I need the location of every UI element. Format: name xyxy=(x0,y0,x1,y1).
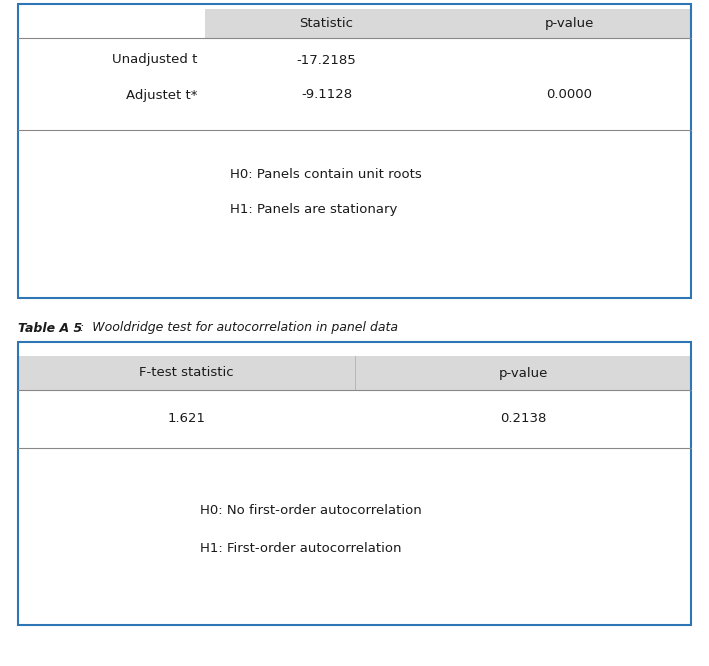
Text: Statistic: Statistic xyxy=(299,17,354,30)
Text: Table A 5: Table A 5 xyxy=(18,322,82,334)
Bar xyxy=(19,356,690,390)
Text: F-test statistic: F-test statistic xyxy=(139,366,234,380)
Text: H0: Panels contain unit roots: H0: Panels contain unit roots xyxy=(230,168,422,182)
Text: -17.2185: -17.2185 xyxy=(296,53,357,67)
Text: Unadjusted t: Unadjusted t xyxy=(111,53,197,67)
Text: 1.621: 1.621 xyxy=(167,412,206,424)
Text: Adjustet t*: Adjustet t* xyxy=(125,89,197,101)
Text: p-value: p-value xyxy=(498,366,547,380)
Text: p-value: p-value xyxy=(545,17,594,30)
Bar xyxy=(18,4,691,298)
Text: -9.1128: -9.1128 xyxy=(301,89,352,101)
Text: H0: No first-order autocorrelation: H0: No first-order autocorrelation xyxy=(200,503,422,517)
Text: :  Wooldridge test for autocorrelation in panel data: : Wooldridge test for autocorrelation in… xyxy=(80,322,398,334)
Text: 0.0000: 0.0000 xyxy=(547,89,593,101)
Text: H1: Panels are stationary: H1: Panels are stationary xyxy=(230,204,397,216)
Text: 0.2138: 0.2138 xyxy=(500,412,546,424)
Bar xyxy=(18,342,691,625)
Bar xyxy=(205,9,691,38)
Text: H1: First-order autocorrelation: H1: First-order autocorrelation xyxy=(200,541,401,555)
